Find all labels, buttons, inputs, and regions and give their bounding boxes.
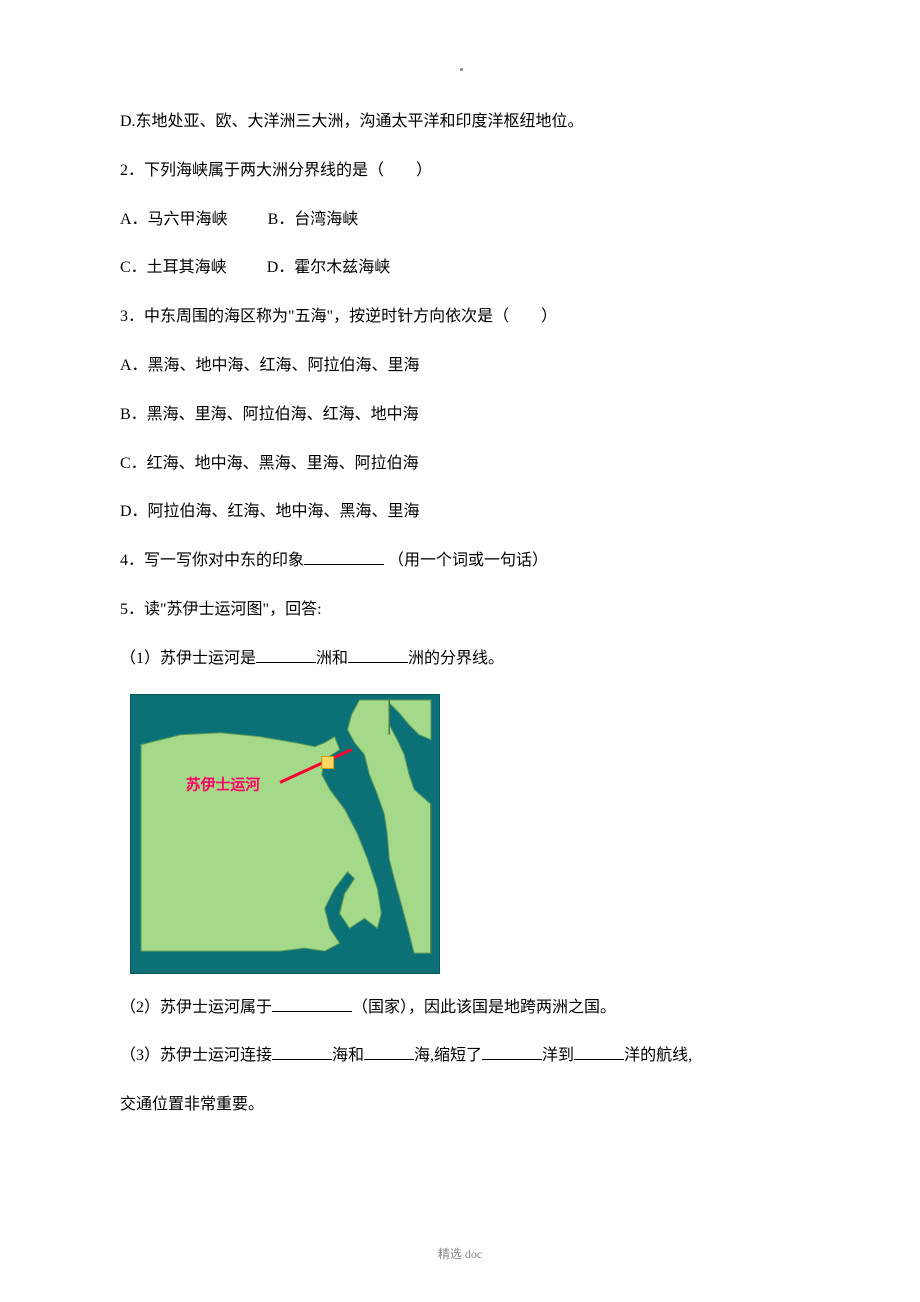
q4-stem: 4．写一写你对中东的印象 （用一个词或一句话） <box>120 539 800 584</box>
q2-option-c: C．土耳其海峡 <box>120 259 227 276</box>
q5-3-line1: （3）苏伊士运河连接 海和 海,缩短了 洋到 洋的航线, <box>120 1034 800 1079</box>
egypt-land <box>141 732 381 950</box>
q5-2-blank[interactable] <box>272 996 352 1012</box>
q2-option-b: B．台湾海峡 <box>268 211 359 228</box>
q2-stem: 2．下列海峡属于两大洲分界线的是（ ） <box>120 149 800 194</box>
q5-3-blank-2[interactable] <box>364 1044 414 1060</box>
q5-3-blank-1[interactable] <box>272 1044 332 1060</box>
q5-1: （1）苏伊士运河是 洲和 洲的分界线。 <box>120 637 800 682</box>
q5-1-pre: （1）苏伊士运河是 <box>120 650 256 667</box>
q5-1-blank-2[interactable] <box>348 647 408 663</box>
q5-stem: 5．读"苏伊士运河图"，回答: <box>120 588 800 633</box>
q3-stem: 3．中东周围的海区称为"五海"，按逆时针方向依次是（ ） <box>120 295 800 340</box>
q4-text-pre: 4．写一写你对中东的印象 <box>120 552 304 569</box>
q2-option-a: A．马六甲海峡 <box>120 211 228 228</box>
q4-blank[interactable] <box>304 549 384 565</box>
q5-3-pre: （3）苏伊士运河连接 <box>120 1047 272 1064</box>
q3-option-d: D．阿拉伯海、红海、地中海、黑海、里海 <box>120 490 800 535</box>
q5-3-m4: 洋的航线, <box>624 1047 692 1064</box>
q2-options-ab: A．马六甲海峡 B．台湾海峡 <box>120 198 800 243</box>
suez-canal-map: 苏伊士运河 <box>130 694 440 974</box>
q5-2: （2）苏伊士运河属于 （国家），因此该国是地跨两洲之国。 <box>120 986 800 1031</box>
q5-2-post: （国家），因此该国是地跨两洲之国。 <box>352 999 616 1016</box>
page-marker <box>460 68 463 71</box>
q3-option-b: B．黑海、里海、阿拉伯海、红海、地中海 <box>120 393 800 438</box>
canal-marker <box>322 756 334 768</box>
q5-3-blank-4[interactable] <box>574 1044 624 1060</box>
document-content: D.东地处亚、欧、大洋洲三大洲，沟通太平洋和印度洋枢纽地位。 2．下列海峡属于两… <box>120 100 800 1128</box>
north-strip <box>389 700 431 740</box>
q5-3-blank-3[interactable] <box>482 1044 542 1060</box>
page-footer: 精选 doc <box>0 1245 920 1262</box>
q3-option-c: C．红海、地中海、黑海、里海、阿拉伯海 <box>120 442 800 487</box>
q1-option-d: D.东地处亚、欧、大洋洲三大洲，沟通太平洋和印度洋枢纽地位。 <box>120 100 800 145</box>
q2-options-cd: C．土耳其海峡 D．霍尔木兹海峡 <box>120 246 800 291</box>
q5-1-blank-1[interactable] <box>256 647 316 663</box>
q5-3-m1: 海和 <box>332 1047 364 1064</box>
option-spacer <box>232 211 264 228</box>
q5-3-line2: 交通位置非常重要。 <box>120 1083 800 1128</box>
q3-option-a: A．黑海、地中海、红海、阿拉伯海、里海 <box>120 344 800 389</box>
q5-1-mid: 洲和 <box>316 650 348 667</box>
q5-1-post: 洲的分界线。 <box>408 650 504 667</box>
q5-3-m2: 海,缩短了 <box>414 1047 482 1064</box>
q5-3-m3: 洋到 <box>542 1047 574 1064</box>
canal-label: 苏伊士运河 <box>186 775 260 793</box>
map-svg: 苏伊士运河 <box>131 695 439 973</box>
q5-2-pre: （2）苏伊士运河属于 <box>120 999 272 1016</box>
option-spacer <box>231 259 263 276</box>
q4-text-post: （用一个词或一句话） <box>388 552 548 569</box>
q2-option-d: D．霍尔木兹海峡 <box>267 259 391 276</box>
